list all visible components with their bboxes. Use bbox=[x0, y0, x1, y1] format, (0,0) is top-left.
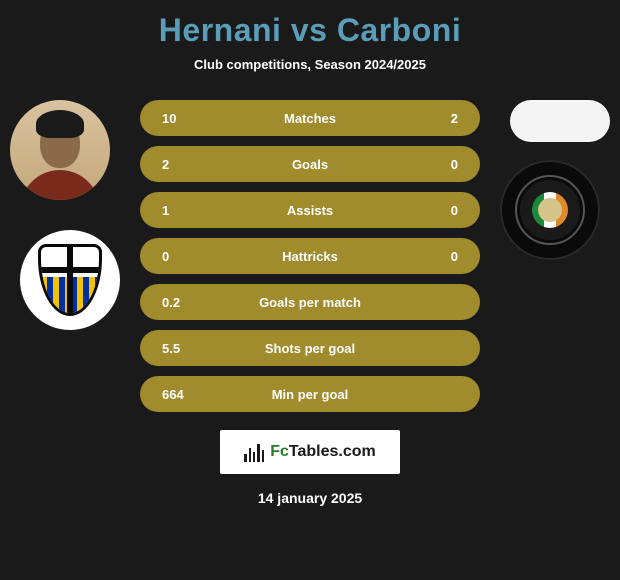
stat-row: 5.5 Shots per goal bbox=[140, 330, 480, 366]
stat-label: Min per goal bbox=[222, 387, 398, 402]
club-left-badge bbox=[20, 230, 120, 330]
page-title: Hernani vs Carboni bbox=[0, 0, 620, 49]
stat-right-value: 0 bbox=[398, 203, 458, 218]
stat-left-value: 1 bbox=[162, 203, 222, 218]
subtitle: Club competitions, Season 2024/2025 bbox=[0, 57, 620, 72]
stat-left-value: 0 bbox=[162, 249, 222, 264]
stats-list: 10 Matches 2 2 Goals 0 1 Assists 0 0 Hat… bbox=[140, 100, 480, 412]
stat-row: 1 Assists 0 bbox=[140, 192, 480, 228]
stat-left-value: 0.2 bbox=[162, 295, 222, 310]
player-right-avatar bbox=[510, 100, 610, 142]
stat-label: Assists bbox=[222, 203, 398, 218]
badge-text: FcTables.com bbox=[270, 443, 376, 461]
stat-right-value: 2 bbox=[398, 111, 458, 126]
stat-left-value: 10 bbox=[162, 111, 222, 126]
date-label: 14 january 2025 bbox=[0, 490, 620, 506]
stat-label: Hattricks bbox=[222, 249, 398, 264]
stat-left-value: 5.5 bbox=[162, 341, 222, 356]
stat-left-value: 664 bbox=[162, 387, 222, 402]
stat-label: Goals per match bbox=[222, 295, 398, 310]
badge-prefix: Fc bbox=[270, 443, 289, 460]
stat-row: 2 Goals 0 bbox=[140, 146, 480, 182]
chart-icon bbox=[244, 442, 264, 462]
player-left-avatar bbox=[10, 100, 110, 200]
stat-label: Goals bbox=[222, 157, 398, 172]
stat-left-value: 2 bbox=[162, 157, 222, 172]
stat-row: 664 Min per goal bbox=[140, 376, 480, 412]
stat-right-value: 0 bbox=[398, 157, 458, 172]
badge-suffix: Tables.com bbox=[289, 443, 376, 460]
source-badge: FcTables.com bbox=[220, 430, 400, 474]
stat-row: 10 Matches 2 bbox=[140, 100, 480, 136]
stat-row: 0.2 Goals per match bbox=[140, 284, 480, 320]
stat-label: Matches bbox=[222, 111, 398, 126]
stat-row: 0 Hattricks 0 bbox=[140, 238, 480, 274]
stat-label: Shots per goal bbox=[222, 341, 398, 356]
stat-right-value: 0 bbox=[398, 249, 458, 264]
comparison-content: 10 Matches 2 2 Goals 0 1 Assists 0 0 Hat… bbox=[0, 100, 620, 412]
club-right-badge bbox=[500, 160, 600, 260]
